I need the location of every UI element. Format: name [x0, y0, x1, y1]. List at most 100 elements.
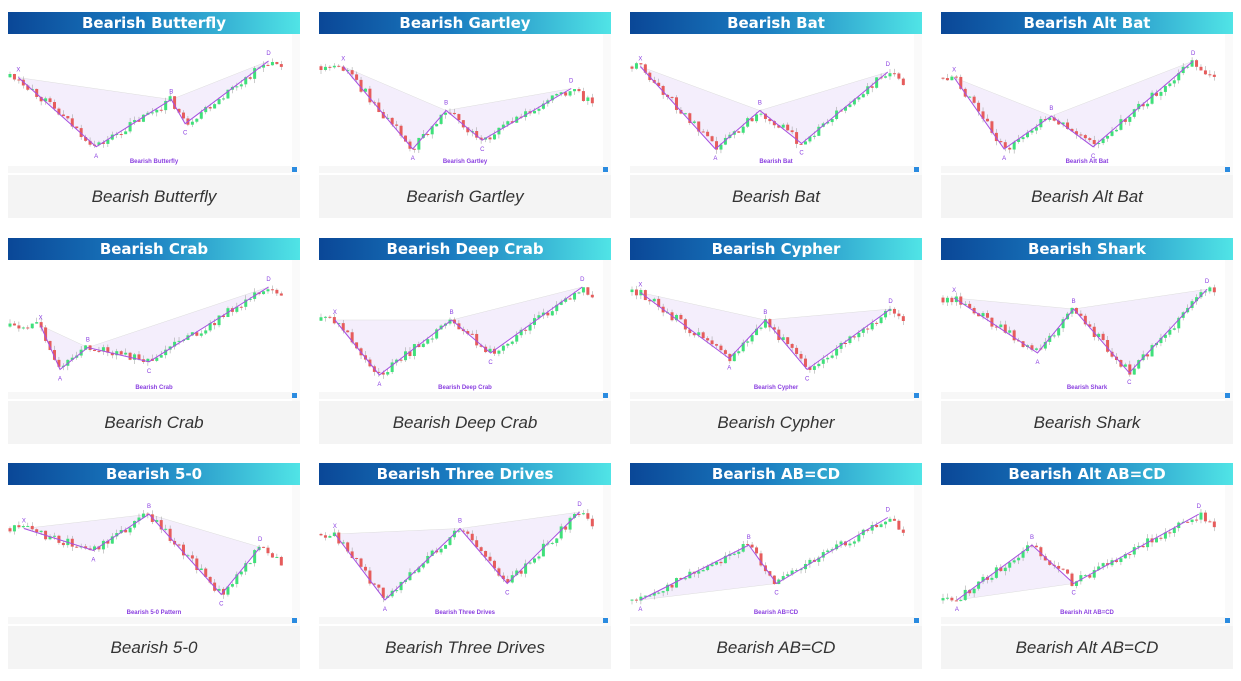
pattern-card[interactable]: Bearish Shark X A B C D Bearish Shark Bearish… — [941, 238, 1233, 444]
candle — [1110, 351, 1114, 357]
candle — [999, 324, 1003, 328]
candle — [106, 139, 110, 144]
point-label-a: A — [377, 382, 381, 388]
candle — [1026, 132, 1030, 138]
candle — [17, 325, 21, 329]
candle — [1052, 335, 1056, 337]
point-label-b: B — [1072, 299, 1076, 305]
point-label-b: B — [450, 310, 454, 316]
time-axis — [319, 166, 611, 173]
candle — [710, 564, 714, 567]
card-caption: Bearish Three Drives — [385, 638, 545, 657]
candle — [266, 289, 270, 292]
candle — [506, 121, 510, 125]
candle — [835, 348, 839, 356]
pattern-card[interactable]: Bearish 5-0 X A B C D Bearish 5-0 Pattern Bea… — [8, 463, 300, 669]
candle — [719, 345, 723, 351]
time-axis — [8, 166, 300, 173]
candle — [1114, 129, 1118, 132]
candle — [1012, 141, 1016, 150]
candle — [97, 142, 101, 145]
candle — [159, 109, 163, 111]
candle — [355, 342, 359, 349]
candle — [1070, 128, 1074, 132]
candle — [1141, 545, 1145, 548]
candle — [577, 89, 581, 92]
candle — [515, 570, 519, 576]
candle — [634, 63, 638, 69]
candle — [226, 586, 230, 595]
candle — [1097, 143, 1101, 145]
candle — [897, 73, 901, 79]
candle — [1190, 60, 1194, 67]
candle — [550, 311, 554, 316]
candle — [737, 351, 741, 354]
candle — [190, 555, 194, 559]
candle — [884, 521, 888, 525]
candle — [1057, 328, 1061, 336]
pattern-card[interactable]: Bearish AB=CD A B C D Bearish AB=CD Bearish … — [630, 463, 922, 669]
candle — [759, 113, 763, 115]
candle — [244, 563, 248, 572]
candle — [803, 358, 807, 367]
pattern-card[interactable]: Bearish Alt AB=CD A B C D Bearish Alt AB=CD … — [941, 463, 1233, 669]
candle — [852, 99, 856, 105]
candle — [328, 316, 332, 318]
candle — [1043, 119, 1047, 121]
pattern-card[interactable]: Bearish Butterfly X A B C D Bearish Butterfly… — [8, 12, 300, 218]
candle — [101, 142, 105, 144]
candle — [146, 513, 150, 515]
candle — [159, 520, 163, 530]
candle — [1048, 335, 1052, 342]
pattern-card[interactable]: Bearish Gartley X A B C D Bearish Gartley Bea… — [319, 12, 611, 218]
price-axis — [1225, 260, 1233, 401]
pattern-card[interactable]: Bearish Crab X A B C D Bearish Crab Bearish C… — [8, 238, 300, 444]
candle — [590, 294, 594, 298]
candle — [399, 359, 403, 361]
candle — [848, 543, 852, 546]
candle — [39, 322, 43, 328]
candle — [1012, 330, 1016, 341]
candle — [963, 589, 967, 601]
candle — [790, 570, 794, 575]
candle — [790, 344, 794, 348]
candle — [497, 127, 501, 135]
card-caption: Bearish 5-0 — [110, 638, 198, 657]
candle — [573, 292, 577, 300]
point-label-a: A — [383, 607, 387, 613]
candle — [1123, 364, 1127, 367]
candle — [968, 589, 972, 594]
candle — [541, 103, 545, 109]
pattern-card[interactable]: Bearish Deep Crab X A B C D Bearish Deep Crab… — [319, 238, 611, 444]
point-label-d: D — [1191, 51, 1196, 57]
chart-pattern-label: Bearish 5-0 Pattern — [127, 610, 182, 616]
candle — [1088, 324, 1092, 327]
candle — [475, 540, 479, 548]
candle — [39, 96, 43, 102]
candle — [119, 351, 123, 355]
candle — [688, 113, 692, 123]
pattern-card[interactable]: Bearish Alt Bat X A B C D Bearish Alt Bat Bea… — [941, 12, 1233, 218]
candle — [57, 359, 61, 367]
candle — [772, 327, 776, 330]
candle — [79, 128, 83, 138]
candle — [435, 329, 439, 339]
pattern-card[interactable]: Bearish Three Drives X A B C D Bearish Three … — [319, 463, 611, 669]
candle — [168, 528, 172, 541]
price-axis — [292, 485, 300, 626]
candle — [448, 537, 452, 545]
candle — [528, 562, 532, 564]
candle — [1208, 74, 1212, 76]
point-label-x: X — [952, 68, 956, 74]
candle — [26, 85, 30, 90]
candle — [1163, 334, 1167, 338]
candle — [799, 353, 803, 359]
time-axis — [630, 392, 922, 399]
pattern-card[interactable]: Bearish Cypher X A B C D Bearish Cypher Beari… — [630, 238, 922, 444]
pattern-card[interactable]: Bearish Bat X A B C D Bearish Bat Bearish Bat — [630, 12, 922, 218]
candle — [88, 140, 92, 145]
candle — [1101, 333, 1105, 340]
point-label-x: X — [638, 57, 642, 63]
candle — [750, 544, 754, 548]
candle — [8, 323, 12, 327]
